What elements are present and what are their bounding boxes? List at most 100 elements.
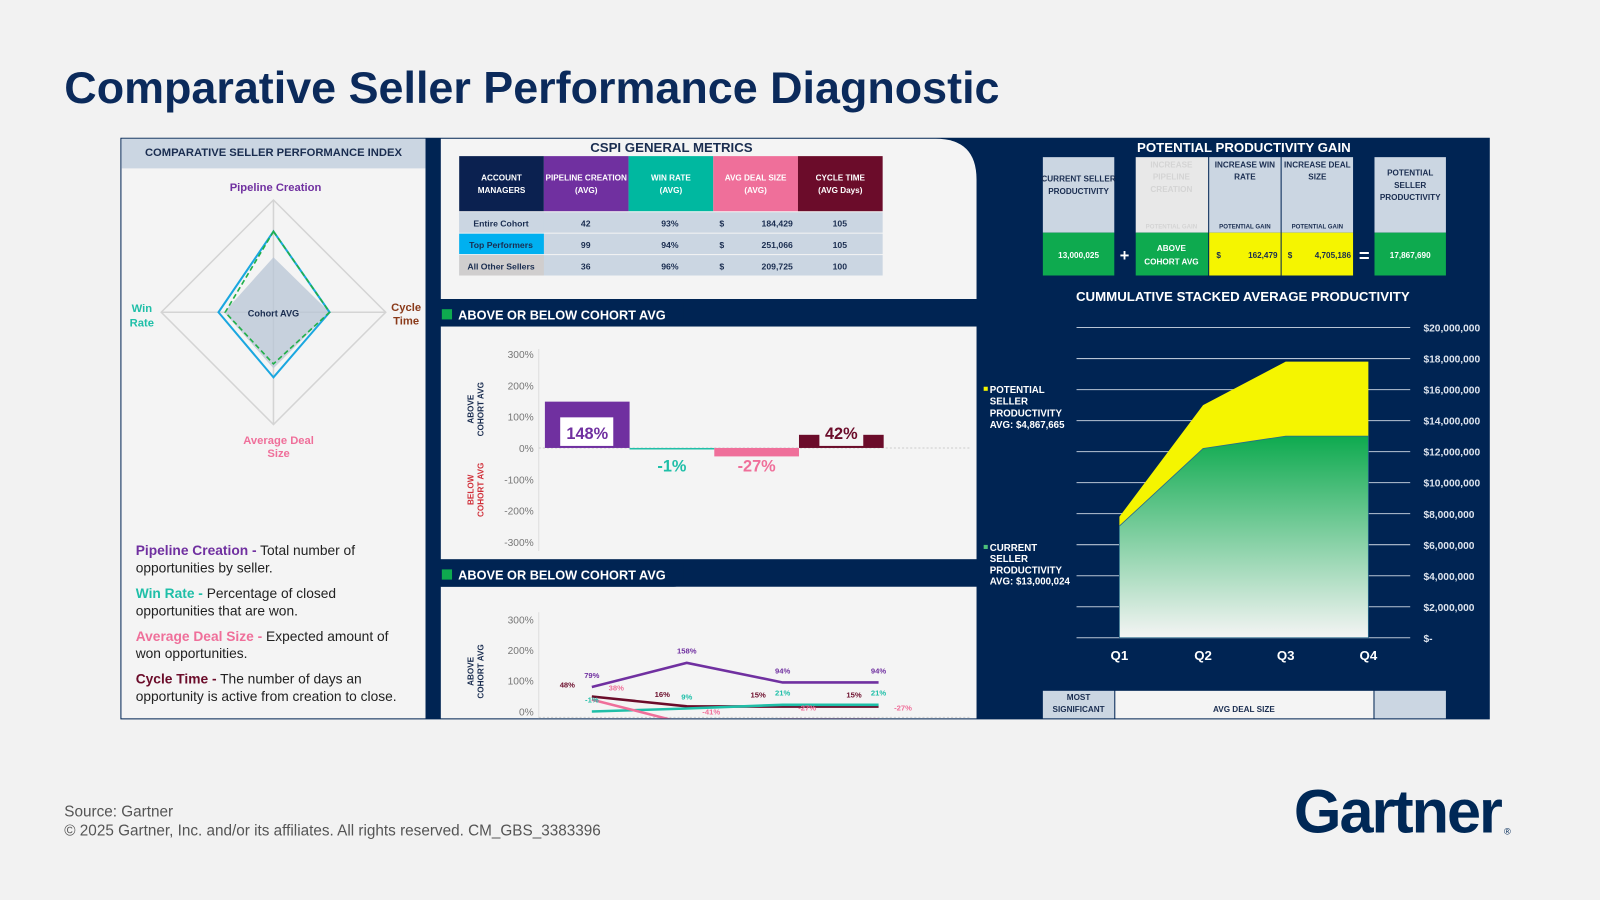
table-row <box>459 212 883 233</box>
win-rate-label-1: INCREASE WIN <box>1215 160 1275 169</box>
bar <box>714 447 799 457</box>
definition-deal-size: Average Deal Size - Expected amount of <box>136 629 389 644</box>
bar-data-label: -1% <box>657 457 687 475</box>
most-significant-label-2: SIGNIFICANT <box>1053 705 1105 714</box>
definition-deal-size-2: won opportunities. <box>135 646 248 661</box>
table-header-label: WIN RATE <box>651 174 691 183</box>
line-chart: 300% 200% 100% 0% ABOVE COHORT AVG 79% 158% 94% 9… <box>466 612 970 719</box>
line-data-label: 48% <box>560 680 575 689</box>
potential-label-2: SELLER <box>1394 181 1426 190</box>
table-header-label: PIPELINE CREATION <box>546 174 628 183</box>
table-header-cell <box>628 156 714 212</box>
line-chart-title: ABOVE OR BELOW COHORT AVG <box>458 568 666 583</box>
definitions: Pipeline Creation - Total number of oppo… <box>135 543 397 704</box>
metrics-table: ACCOUNT MANAGERS PIPELINE CREATION (AVG) WIN… <box>459 156 883 276</box>
area-series-current <box>1118 435 1369 639</box>
y-tick-label: $18,000,000 <box>1423 355 1480 366</box>
bar <box>629 447 715 450</box>
cell-pipeline: 99 <box>581 240 591 250</box>
potential-value: 17,867,690 <box>1390 251 1431 260</box>
registered-mark-icon: ® <box>1504 827 1511 837</box>
pipeline-value-2: COHORT AVG <box>1144 257 1198 266</box>
deal-size-value: 4,705,186 <box>1315 251 1352 260</box>
cell-currency: $ <box>719 261 724 271</box>
table-header-label: (AVG) <box>744 186 767 195</box>
green-square-icon <box>441 569 453 580</box>
area-chart-title: CUMMULATIVE STACKED AVERAGE PRODUCTIVITY <box>1076 289 1410 304</box>
area-chart: $20,000,000 $18,000,000 $16,000,000 $14,000… <box>983 324 1480 663</box>
line-data-label: 158% <box>677 647 697 656</box>
line-data-label: 21% <box>775 689 790 698</box>
line-series <box>591 698 879 719</box>
most-significant-label-1: MOST <box>1067 693 1091 702</box>
y-tick-label: -100% <box>504 475 533 486</box>
definition-pipeline: Pipeline Creation - Total number of <box>136 543 355 558</box>
line-series <box>591 703 879 713</box>
pipeline-box-header <box>1135 157 1209 233</box>
bottom-table-empty-cell <box>1374 690 1446 719</box>
copyright-text: © 2025 Gartner, Inc. and/or its affiliat… <box>64 823 600 840</box>
cell-win-rate: 96% <box>661 261 679 271</box>
legend-current-text: AVG: $13,000,024 <box>990 577 1071 588</box>
table-header-label: (AVG Days) <box>818 186 863 195</box>
table-header-label: (AVG) <box>575 186 598 195</box>
bar-data-label: 148% <box>566 425 608 443</box>
y-tick-label: 200% <box>508 646 534 657</box>
table-row-label-cell <box>459 233 544 255</box>
line-data-label: -27% <box>894 703 912 712</box>
legend-potential-text: AVG: $4,867,665 <box>990 420 1065 431</box>
legend-current-text: SELLER <box>990 554 1028 565</box>
y-tick-label: $20,000,000 <box>1423 324 1480 335</box>
metrics-panel: CSPI GENERAL METRICS ACCOUNT MANAGERS PIPE… <box>440 138 977 719</box>
legend-current-text: CURRENT <box>990 543 1037 554</box>
definition-win-rate: Win Rate - Percentage of closed <box>136 586 336 601</box>
win-rate-value-box <box>1209 232 1281 276</box>
current-label-1: CURRENT SELLER <box>1041 175 1115 184</box>
bar-data-label: 42% <box>825 425 858 443</box>
green-square-icon <box>441 309 453 320</box>
y-tick-label: -300% <box>504 538 533 549</box>
bar-chart-tab <box>440 303 684 327</box>
y-tick-label: $6,000,000 <box>1423 541 1474 552</box>
axis-label-cycle-2: Time <box>393 315 419 327</box>
cell-win-rate: 94% <box>661 240 679 250</box>
y-tick-label: -200% <box>504 507 533 518</box>
line-data-label: 79% <box>584 671 599 680</box>
y-tick-label: $10,000,000 <box>1423 479 1480 490</box>
cell-cycle-time: 100 <box>833 261 848 271</box>
table-row <box>459 233 883 255</box>
pipeline-sub: POTENTIAL GAIN <box>1146 224 1197 231</box>
axis-label-cycle-1: Cycle <box>391 302 421 314</box>
current-value: 13,000,025 <box>1058 251 1099 260</box>
line-data-label: -27% <box>798 703 816 712</box>
line-data-label: 9% <box>681 692 692 701</box>
table-header-label: MANAGERS <box>478 186 526 195</box>
potential-label-3: PRODUCTIVITY <box>1380 193 1441 202</box>
productivity-formula: CURRENT SELLER PRODUCTIVITY 13,000,025 +… <box>1041 157 1446 276</box>
y-tick-label: $12,000,000 <box>1423 448 1480 459</box>
y-label-below-1: BELOW <box>466 474 475 505</box>
axis-label-pipeline: Pipeline Creation <box>230 182 322 194</box>
cell-currency: $ <box>719 240 724 250</box>
productivity-panel: POTENTIAL PRODUCTIVITY GAIN CURRENT SELL… <box>983 140 1480 719</box>
bar-chart-bg <box>440 326 977 560</box>
table-header-cell <box>459 156 544 212</box>
radar-series-cohort <box>224 257 330 369</box>
plus-sign: + <box>1120 247 1130 265</box>
deal-size-box-header <box>1281 157 1354 233</box>
y-tick-label: $- <box>1423 634 1432 645</box>
y-label-above-2: COHORT AVG <box>477 644 486 698</box>
cell-cycle-time: 105 <box>833 219 848 229</box>
line-chart-bg <box>440 586 977 719</box>
table-header-cell <box>713 156 798 212</box>
deal-size-value-box <box>1281 232 1354 276</box>
most-significant-value: AVG DEAL SIZE <box>1213 705 1275 714</box>
table-header-cell <box>543 156 629 212</box>
radar-chart <box>160 198 387 426</box>
radar-center-label: Cohort AVG <box>248 308 299 318</box>
table-header-label: ACCOUNT <box>481 174 522 183</box>
line-data-label: 15% <box>751 690 766 699</box>
pipeline-label-3: CREATION <box>1150 185 1192 194</box>
current-value-box <box>1042 232 1115 276</box>
